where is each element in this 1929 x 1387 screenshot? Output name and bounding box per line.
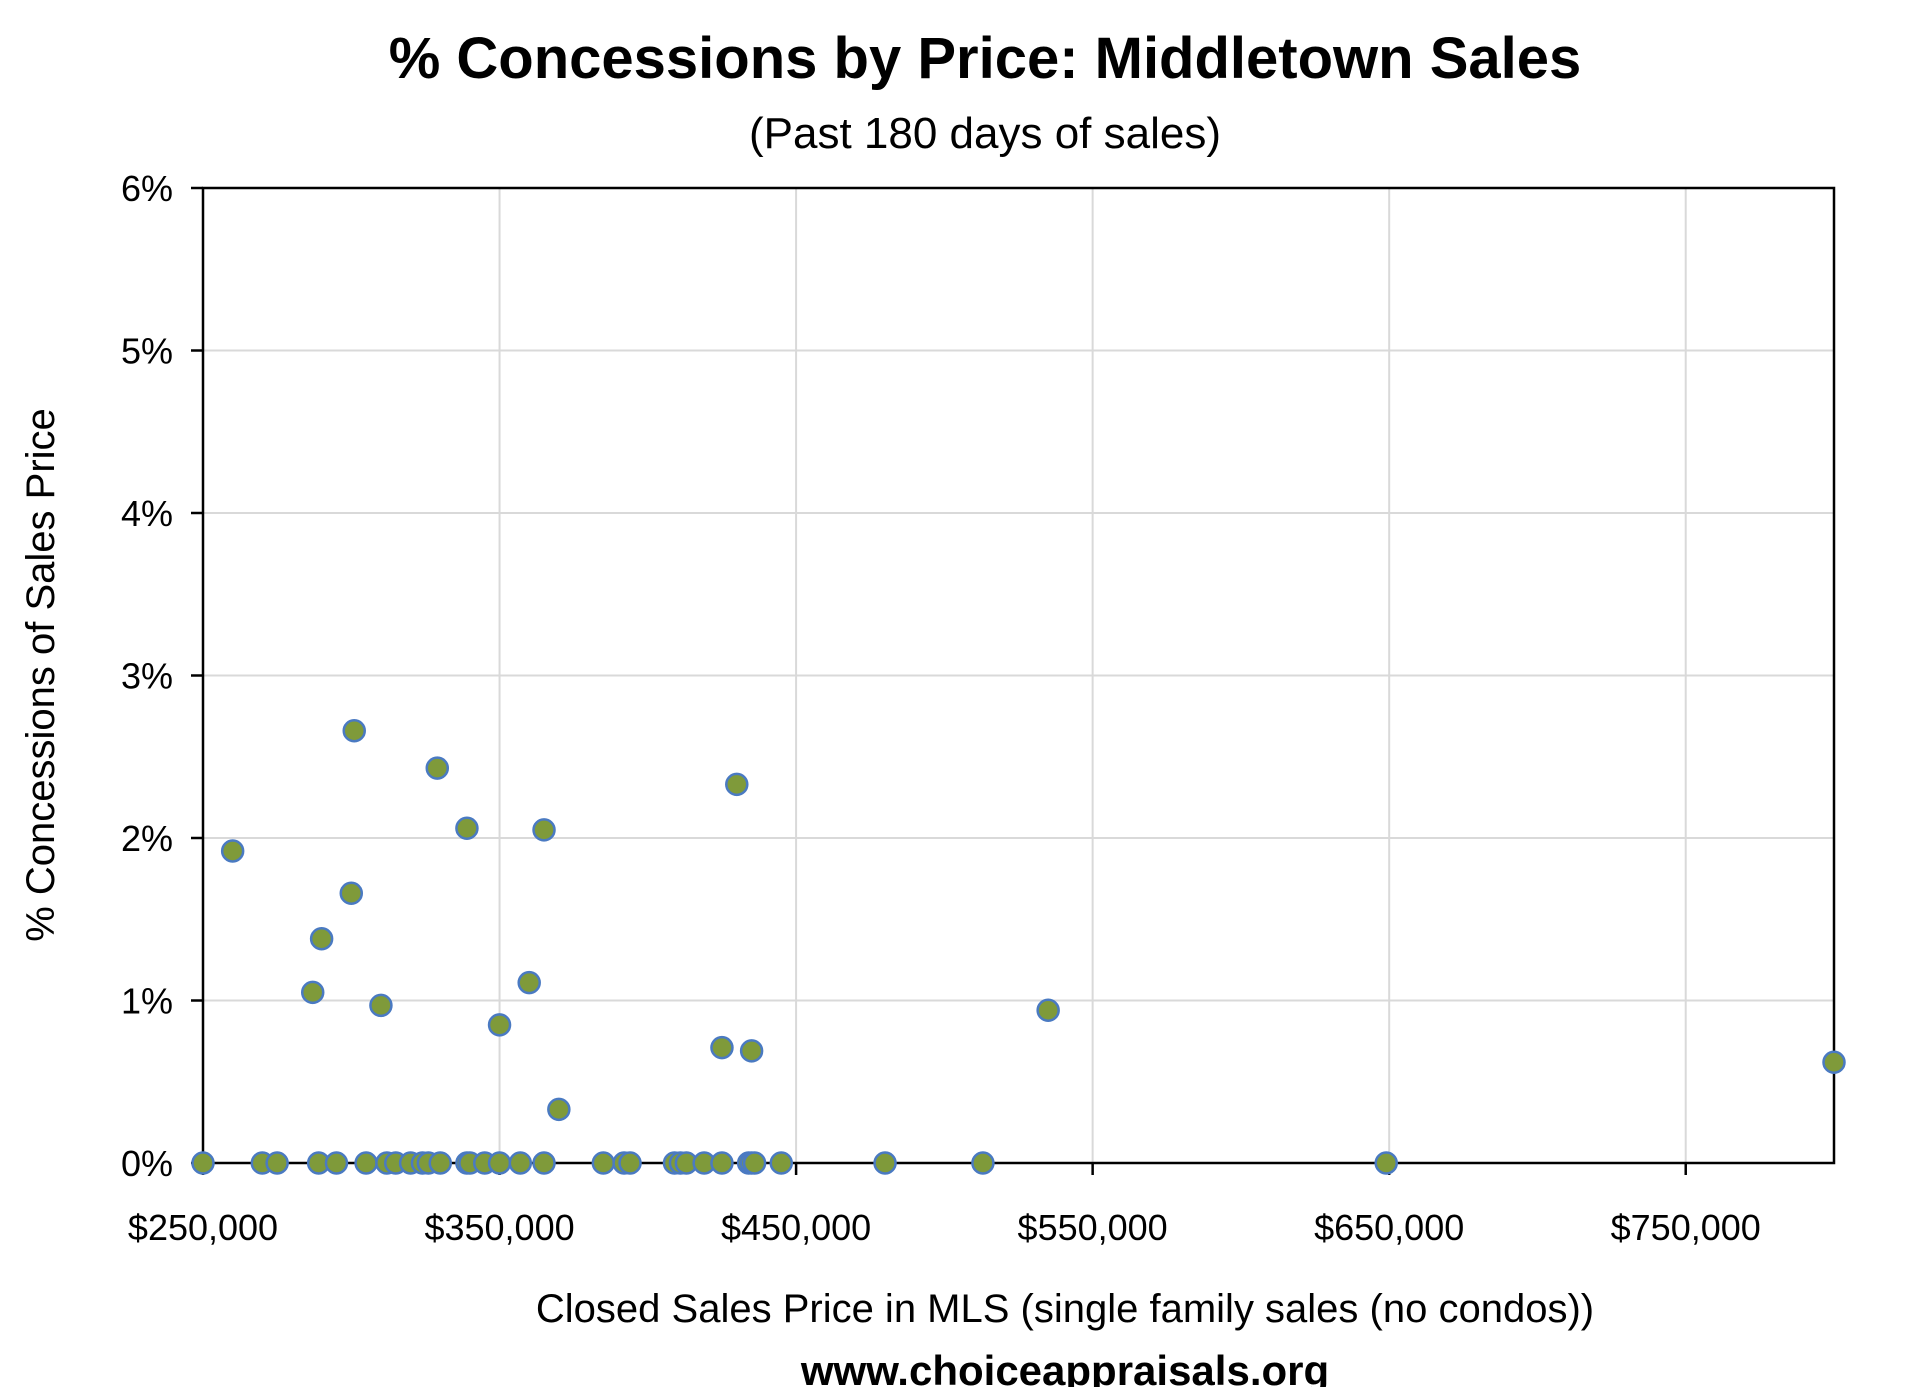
x-axis-ticks: $250,000 $350,000 $450,000 $550,000 $650,000…: [128, 1163, 1761, 1248]
x-tick-label: $350,000: [424, 1207, 574, 1248]
x-axis-label: Closed Sales Price in MLS (single family…: [536, 1287, 1594, 1331]
data-point: [517, 970, 541, 995]
data-point: [1374, 1151, 1398, 1175]
gridlines: [202, 187, 1835, 1164]
data-point: [971, 1151, 995, 1175]
data-point: [425, 756, 450, 780]
data-point: [739, 1039, 764, 1063]
x-tick-label: $750,000: [1611, 1207, 1761, 1248]
data-point: [591, 1151, 616, 1175]
data-point: [354, 1151, 378, 1175]
data-point: [547, 1097, 571, 1122]
x-tick-label: $650,000: [1314, 1207, 1464, 1248]
data-point: [532, 818, 556, 842]
data-point: [324, 1151, 349, 1175]
data-point: [309, 927, 334, 951]
y-tick-label: 3%: [121, 656, 173, 697]
y-tick-label: 4%: [121, 493, 173, 534]
data-point: [1036, 998, 1060, 1022]
x-tick-label: $250,000: [128, 1207, 278, 1248]
data-point: [618, 1151, 642, 1175]
data-point: [532, 1151, 556, 1175]
data-point: [220, 839, 245, 863]
data-point: [191, 1151, 215, 1175]
data-point: [428, 1151, 452, 1175]
data-point: [265, 1151, 289, 1175]
x-tick-label: $550,000: [1018, 1207, 1168, 1248]
y-tick-label: 6%: [121, 168, 173, 209]
y-axis-ticks: 0% 1% 2% 3% 4% 5% 6%: [121, 168, 203, 1184]
y-tick-label: 2%: [121, 818, 173, 859]
data-point: [873, 1151, 897, 1175]
data-point: [300, 980, 325, 1005]
y-tick-label: 1%: [121, 981, 173, 1022]
y-tick-label: 5%: [121, 331, 173, 372]
y-tick-label: 0%: [121, 1143, 173, 1184]
data-point: [769, 1151, 794, 1175]
x-tick-label: $450,000: [721, 1207, 871, 1248]
data-point: [725, 772, 749, 797]
data-point: [710, 1035, 734, 1060]
y-axis-label: % Concessions of Sales Price: [19, 408, 63, 942]
data-point: [339, 881, 364, 905]
data-point: [742, 1151, 767, 1175]
data-point: [455, 816, 479, 840]
data-point: [1822, 1050, 1846, 1074]
chart-title: % Concessions by Price: Middletown Sales: [389, 26, 1582, 91]
data-point: [487, 1013, 512, 1037]
data-point: [487, 1151, 512, 1175]
data-point: [710, 1151, 734, 1175]
data-points: [191, 719, 1846, 1175]
chart-subtitle: (Past 180 days of sales): [749, 109, 1221, 158]
data-point: [508, 1151, 533, 1175]
data-point: [342, 719, 366, 743]
footer-url: www.choiceappraisals.org: [800, 1347, 1329, 1387]
data-point: [369, 993, 393, 1018]
